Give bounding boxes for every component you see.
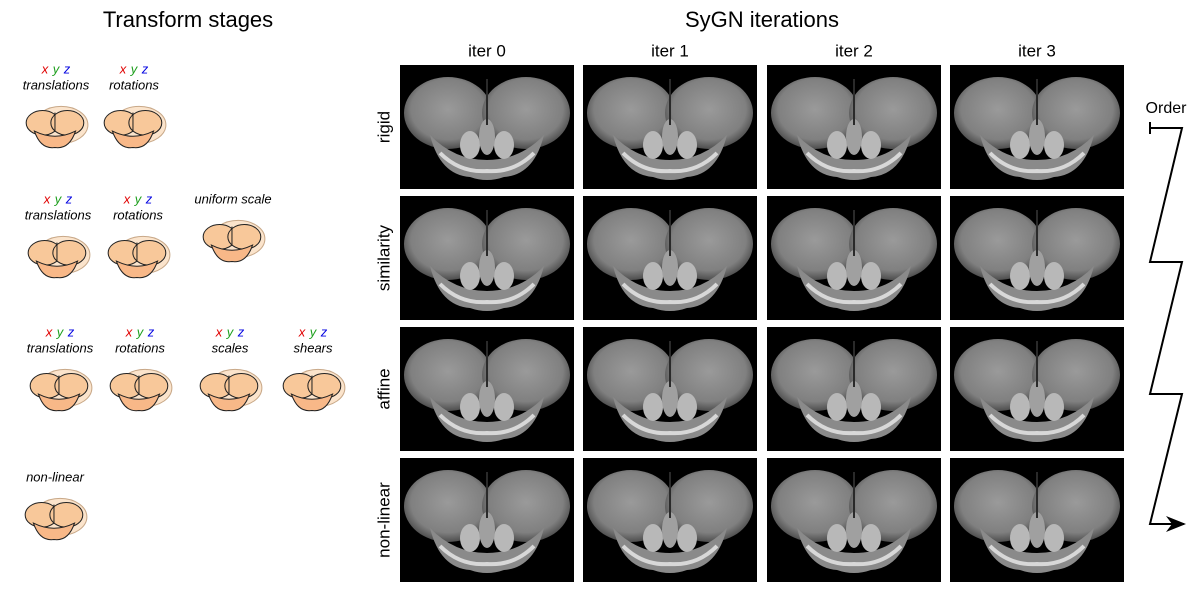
axis-letter: z	[63, 61, 71, 76]
axis-letter: y	[309, 324, 318, 339]
axis-letter: z	[320, 324, 328, 339]
axis-letter: y	[52, 61, 61, 76]
mri-slice	[583, 65, 757, 189]
axis-letter: z	[65, 191, 73, 206]
mri-slice	[583, 458, 757, 582]
axis-letter: x	[45, 324, 53, 339]
left-title: Transform stages	[103, 7, 273, 32]
column-label: iter 2	[835, 41, 873, 60]
axis-letter: y	[134, 191, 143, 206]
mri-slice	[950, 327, 1124, 451]
mri-slice	[950, 196, 1124, 320]
brain-icon	[282, 368, 346, 412]
axis-letter: z	[145, 191, 153, 206]
transform-label: shears	[293, 340, 333, 355]
brain-icon	[29, 368, 93, 412]
right-title: SyGN iterations	[685, 7, 839, 32]
mri-slice	[767, 458, 941, 582]
mri-slice	[400, 65, 574, 189]
mri-slice	[583, 327, 757, 451]
mri-slice	[767, 65, 941, 189]
brain-icon	[25, 105, 89, 149]
order-label: Order	[1146, 100, 1188, 117]
axis-letter: x	[215, 324, 223, 339]
column-label: iter 3	[1018, 41, 1056, 60]
transform-label: non-linear	[26, 469, 84, 484]
brain-icon	[24, 497, 88, 541]
axis-letter: x	[125, 324, 133, 339]
row-label: rigid	[374, 111, 393, 143]
row-label: similarity	[374, 224, 393, 291]
axis-letter: y	[130, 61, 139, 76]
axis-letter: z	[237, 324, 245, 339]
mri-slice	[767, 196, 941, 320]
brain-icon	[202, 219, 266, 263]
axis-letter: y	[226, 324, 235, 339]
mri-slice	[950, 65, 1124, 189]
brain-icon	[103, 105, 167, 149]
transform-label: translations	[23, 77, 90, 92]
column-label: iter 1	[651, 41, 689, 60]
row-label: affine	[374, 368, 393, 409]
axis-letter: y	[136, 324, 145, 339]
transform-label: rotations	[113, 207, 163, 222]
mri-slice	[583, 196, 757, 320]
brain-icon	[107, 235, 171, 279]
axis-letter: z	[67, 324, 75, 339]
mri-slice	[950, 458, 1124, 582]
column-label: iter 0	[468, 41, 506, 60]
axis-letter: y	[54, 191, 63, 206]
axis-letter: x	[123, 191, 131, 206]
order-arrow	[1148, 122, 1184, 524]
brain-icon	[109, 368, 173, 412]
axis-letter: x	[41, 61, 49, 76]
brain-icon	[27, 235, 91, 279]
mri-slice	[767, 327, 941, 451]
axis-letter: x	[119, 61, 127, 76]
axis-letter: y	[56, 324, 65, 339]
brain-icon	[199, 368, 263, 412]
mri-slice	[400, 327, 574, 451]
transform-label: rotations	[115, 340, 165, 355]
transform-label: uniform scale	[194, 191, 271, 206]
row-label: non-linear	[374, 482, 393, 558]
transform-label: scales	[212, 340, 249, 355]
mri-slice	[400, 458, 574, 582]
transform-label: translations	[27, 340, 94, 355]
axis-letter: x	[43, 191, 51, 206]
transform-label: rotations	[109, 77, 159, 92]
axis-letter: x	[298, 324, 306, 339]
axis-letter: z	[141, 61, 149, 76]
axis-letter: z	[147, 324, 155, 339]
mri-slice	[400, 196, 574, 320]
transform-label: translations	[25, 207, 92, 222]
